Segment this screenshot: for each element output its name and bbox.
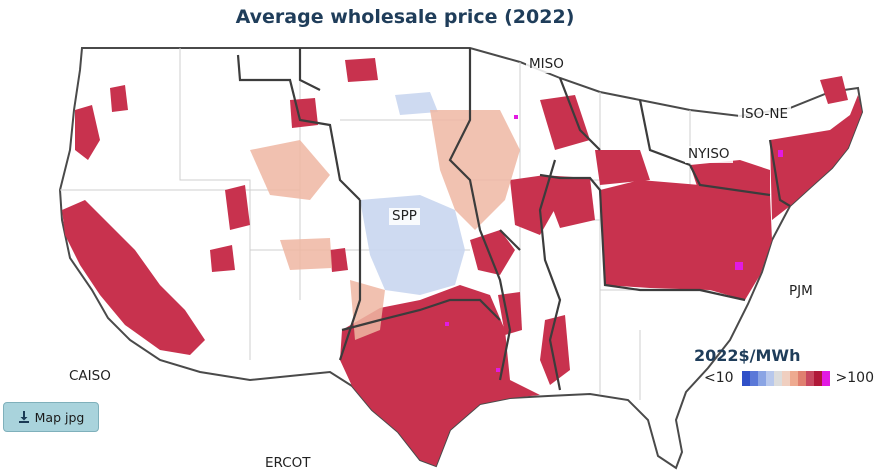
region-label-iso-ne: ISO-NE [738, 106, 792, 123]
legend-swatch [741, 370, 750, 386]
region-label-pjm: PJM [786, 283, 816, 300]
map-jpg-download-button[interactable]: Map jpg [3, 402, 99, 432]
legend-title: 2022$/MWh [694, 346, 801, 365]
download-icon [18, 411, 29, 423]
legend-swatch [749, 370, 758, 386]
region-label-caiso: CAISO [66, 368, 114, 385]
region-label-spp: SPP [389, 208, 420, 225]
high-price-regions [62, 58, 862, 466]
legend-swatch [757, 370, 766, 386]
iso-boundaries [236, 48, 791, 391]
legend-swatch [781, 370, 790, 386]
region-label-nyiso: NYISO [685, 146, 733, 163]
map-title: Average wholesale price (2022) [235, 6, 575, 28]
legend-swatch [813, 370, 822, 386]
legend-swatches [741, 370, 830, 386]
download-button-label: Map jpg [34, 409, 85, 425]
legend-swatch [789, 370, 798, 386]
legend-swatch [821, 370, 830, 386]
legend-swatch [765, 370, 774, 386]
magenta-spots [445, 115, 783, 372]
legend-swatch [797, 370, 806, 386]
legend-min-label: <10 [704, 370, 734, 386]
region-label-ercot: ERCOT [262, 455, 314, 472]
legend-swatch [773, 370, 782, 386]
legend-max-label: >100 [835, 370, 874, 386]
region-label-miso: MISO [526, 56, 567, 73]
low-price-regions [360, 92, 465, 295]
legend-swatch [805, 370, 814, 386]
salmon-price-regions [250, 110, 520, 340]
color-legend: 2022$/MWh <10 >100 [694, 346, 894, 386]
